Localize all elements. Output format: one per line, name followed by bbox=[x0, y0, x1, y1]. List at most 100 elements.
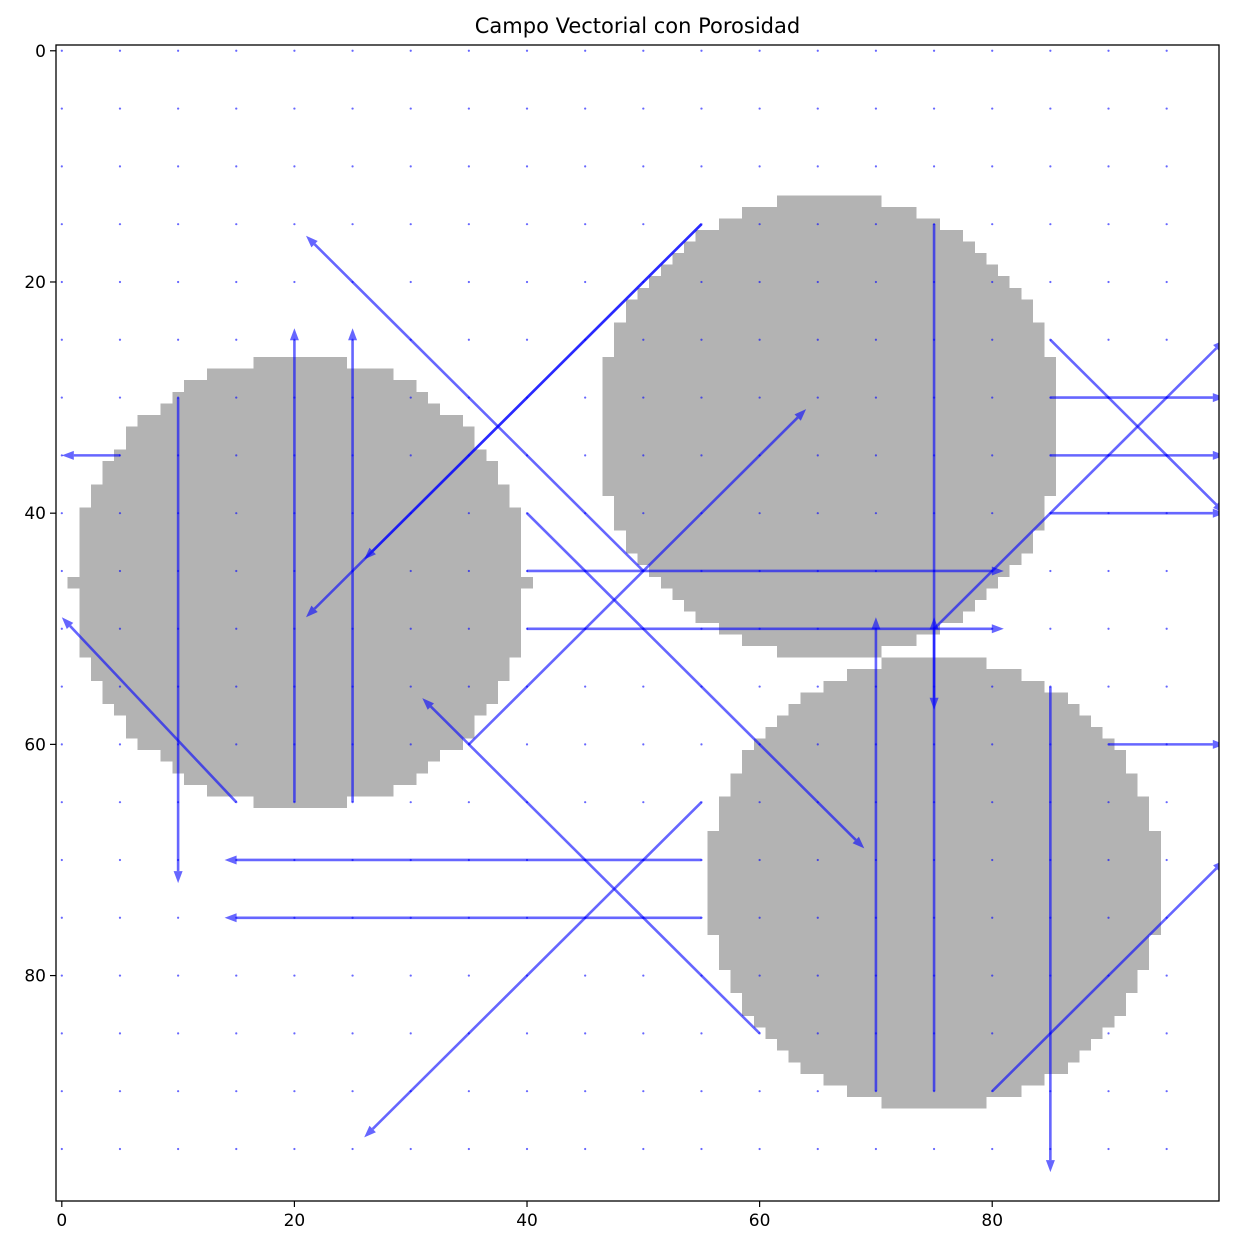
vector-dot bbox=[1165, 1090, 1168, 1093]
vector-dot bbox=[758, 280, 761, 284]
vector-dot bbox=[1165, 280, 1168, 284]
vector-dot bbox=[177, 49, 180, 52]
vector-dot bbox=[642, 49, 645, 52]
vector-dot bbox=[177, 280, 180, 284]
vector-dot bbox=[991, 743, 994, 746]
vector-arrow bbox=[1108, 739, 1219, 749]
vector-dot bbox=[1107, 801, 1110, 804]
vector-dot bbox=[351, 1090, 354, 1093]
vector-dot bbox=[700, 165, 703, 168]
vector-dot bbox=[991, 685, 994, 688]
vector-dot bbox=[642, 338, 645, 341]
vector-dot bbox=[642, 801, 645, 804]
vector-dot bbox=[584, 396, 587, 399]
vector-dot bbox=[1165, 49, 1168, 52]
vector-dot bbox=[584, 454, 587, 457]
vector-dot bbox=[816, 1090, 819, 1093]
vector-dot bbox=[584, 801, 587, 804]
vector-dot bbox=[874, 396, 878, 399]
vector-dot bbox=[60, 627, 63, 630]
vector-arrow bbox=[61, 450, 120, 460]
vector-dot bbox=[1165, 338, 1168, 341]
vector-dot bbox=[991, 49, 994, 52]
vector-dot bbox=[525, 107, 529, 110]
vector-dot bbox=[60, 1147, 63, 1151]
vector-dot bbox=[235, 280, 238, 284]
vector-dot bbox=[758, 858, 761, 862]
vector-dot bbox=[60, 685, 63, 688]
vector-dot bbox=[1049, 223, 1052, 226]
vector-arrow bbox=[306, 235, 645, 572]
vector-dot bbox=[584, 107, 587, 110]
vector-dot bbox=[874, 512, 878, 515]
vector-dot bbox=[60, 280, 63, 284]
vector-dot bbox=[1107, 107, 1110, 110]
vector-dot bbox=[235, 338, 238, 341]
vector-dot bbox=[816, 49, 819, 52]
vector-dot bbox=[467, 1147, 470, 1151]
vector-dot bbox=[758, 974, 761, 977]
vector-dot bbox=[816, 916, 819, 919]
vector-dot bbox=[409, 974, 412, 977]
vector-dot bbox=[293, 223, 296, 226]
vector-dot bbox=[874, 280, 878, 284]
vector-dot bbox=[235, 223, 238, 226]
vector-dot bbox=[60, 916, 63, 919]
vector-dot bbox=[642, 1032, 645, 1035]
vector-arrow bbox=[933, 342, 1219, 630]
vector-dot bbox=[409, 396, 412, 399]
vector-dot bbox=[991, 338, 994, 341]
vector-dot bbox=[525, 338, 529, 341]
vector-dot bbox=[758, 49, 761, 52]
vector-dot bbox=[1165, 974, 1168, 977]
vector-dot bbox=[60, 454, 63, 457]
vector-dot bbox=[642, 223, 645, 226]
vector-dot bbox=[235, 569, 238, 573]
vector-dot bbox=[584, 1090, 587, 1093]
vector-dot bbox=[1107, 1147, 1110, 1151]
vector-dot bbox=[409, 627, 412, 630]
vector-arrow bbox=[991, 862, 1219, 1093]
vector-arrow bbox=[1045, 686, 1055, 1173]
x-tick-label: 60 bbox=[749, 1211, 771, 1231]
vector-dot bbox=[467, 49, 470, 52]
vector-dot bbox=[991, 974, 994, 977]
vector-dot bbox=[293, 165, 296, 168]
y-tick-label: 20 bbox=[24, 273, 46, 293]
vector-dot bbox=[467, 801, 470, 804]
vector-arrow bbox=[224, 913, 702, 923]
vector-dot bbox=[1107, 1032, 1110, 1035]
vector-dot bbox=[467, 338, 470, 341]
vector-dot bbox=[642, 1090, 645, 1093]
vector-dot bbox=[235, 454, 238, 457]
vector-dot bbox=[235, 512, 238, 515]
vector-dot bbox=[118, 974, 122, 977]
vector-dot bbox=[177, 1032, 180, 1035]
vector-dot bbox=[235, 974, 238, 977]
vector-dot bbox=[1165, 858, 1168, 862]
vector-dot bbox=[118, 1090, 122, 1093]
vector-dot bbox=[60, 396, 63, 399]
vector-dot bbox=[409, 454, 412, 457]
vector-arrow bbox=[364, 801, 703, 1138]
vector-dot bbox=[1107, 685, 1110, 688]
vector-dot bbox=[525, 280, 529, 284]
vector-dot bbox=[874, 454, 878, 457]
vector-arrow bbox=[467, 409, 807, 746]
vector-arrow bbox=[364, 223, 703, 560]
vector-arrow bbox=[224, 855, 702, 865]
vector-dot bbox=[816, 974, 819, 977]
vector-dot bbox=[1165, 801, 1168, 804]
vector-dot bbox=[177, 974, 180, 977]
vector-dot bbox=[991, 916, 994, 919]
x-tick-label: 20 bbox=[284, 1211, 306, 1231]
vector-dot bbox=[351, 1147, 354, 1151]
vector-dot bbox=[816, 338, 819, 341]
vector-dot bbox=[60, 1090, 63, 1093]
vector-dot bbox=[816, 743, 819, 746]
vector-dot bbox=[60, 743, 63, 746]
vector-dot bbox=[293, 974, 296, 977]
vector-arrow bbox=[526, 512, 865, 849]
vector-dot bbox=[177, 107, 180, 110]
